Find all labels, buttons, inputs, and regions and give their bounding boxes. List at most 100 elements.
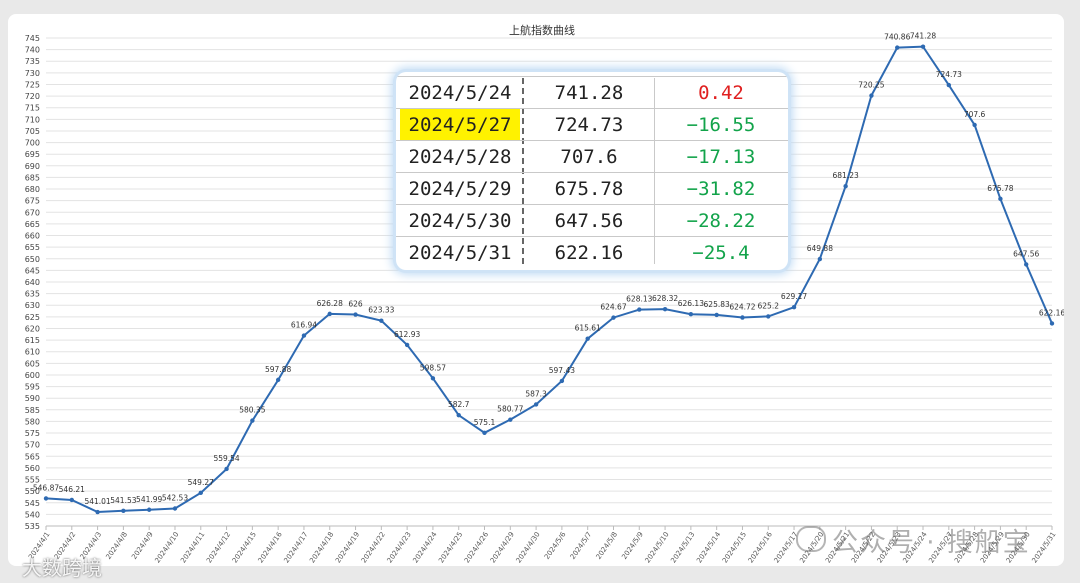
y-tick-label: 705: [25, 127, 40, 136]
data-label: 580.77: [497, 405, 523, 414]
data-label: 624.72: [729, 303, 755, 312]
data-label: 575.1: [474, 418, 496, 427]
change-cell: −28.22: [686, 210, 756, 232]
y-tick-label: 730: [25, 69, 40, 78]
y-tick-label: 630: [25, 301, 40, 310]
x-tick-label: 2024/4/25: [437, 531, 464, 565]
data-label: 720.25: [858, 81, 884, 90]
y-tick-label: 610: [25, 348, 40, 357]
y-tick-label: 685: [25, 173, 40, 182]
data-label: 580.35: [239, 406, 265, 415]
y-axis-ticks: 535 540 545 550 555 560 565 570 575 580 585 590 595 6…: [25, 34, 40, 531]
y-tick-label: 690: [25, 162, 40, 171]
data-label: 612.93: [394, 330, 420, 339]
data-point: [895, 45, 900, 50]
data-point: [353, 312, 358, 317]
data-label: 582.7: [448, 400, 470, 409]
y-tick-label: 600: [25, 371, 40, 380]
data-label: 597.43: [549, 366, 575, 375]
data-point: [869, 93, 874, 98]
data-label: 549.27: [188, 478, 214, 487]
watermark-left: 大数跨境: [22, 552, 102, 581]
data-point: [559, 378, 565, 384]
y-tick-label: 710: [25, 115, 40, 124]
data-point: [198, 490, 203, 496]
table-row: 2024/5/31 622.16 −25.4: [396, 236, 788, 268]
data-point: [146, 507, 152, 512]
data-label: 541.01: [84, 497, 110, 506]
data-point: [456, 412, 461, 418]
x-tick-label: 2024/4/17: [282, 531, 309, 565]
change-cell: −25.4: [692, 242, 750, 264]
y-tick-label: 550: [25, 487, 40, 496]
table-row: 2024/5/29 675.78 −31.82: [396, 172, 788, 204]
data-point: [69, 497, 74, 503]
data-point: [791, 304, 797, 310]
data-point: [972, 122, 977, 128]
x-tick-label: 2024/4/18: [308, 531, 335, 565]
data-label: 559.54: [213, 454, 239, 463]
y-tick-label: 615: [25, 336, 40, 345]
y-tick-label: 695: [25, 150, 40, 159]
data-label: 546.87: [33, 483, 59, 492]
x-tick-label: 2024/4/16: [257, 530, 284, 564]
data-point: [43, 496, 49, 501]
x-tick-label: 2024/5/14: [695, 530, 722, 564]
y-tick-label: 665: [25, 220, 40, 229]
column-divider: [654, 78, 655, 264]
data-label: 597.88: [265, 365, 291, 374]
close-cell: 724.73: [554, 114, 624, 136]
data-label: 625.83: [704, 300, 730, 309]
close-cell: 741.28: [554, 82, 624, 104]
data-point: [404, 342, 410, 348]
data-label: 625.2: [758, 301, 780, 310]
y-tick-label: 680: [25, 185, 40, 194]
data-label: 624.67: [600, 303, 626, 312]
table-row: 2024/5/28 707.6 −17.13: [396, 140, 788, 172]
data-point: [714, 312, 719, 318]
table-row: 2024/5/27 724.73 −16.55: [396, 108, 788, 140]
y-tick-label: 650: [25, 255, 40, 264]
data-point: [817, 256, 823, 262]
y-tick-label: 625: [25, 313, 40, 322]
table-row: 2024/5/30 647.56 −28.22: [396, 204, 788, 236]
data-point: [379, 318, 384, 323]
data-label: 622.16: [1039, 308, 1064, 317]
data-point: [275, 377, 281, 383]
data-point: [121, 508, 126, 514]
y-tick-label: 555: [25, 476, 40, 485]
y-tick-label: 605: [25, 359, 40, 368]
grid: [46, 37, 1052, 527]
y-tick-label: 660: [25, 232, 40, 241]
data-point: [946, 82, 952, 88]
data-point: [585, 336, 590, 341]
y-tick-label: 560: [25, 464, 40, 473]
date-cell: 2024/5/24: [408, 82, 512, 104]
line-chart: 上航指数曲线 535 540 545 550 555 560 565 570 575 580 585…: [25, 23, 1064, 565]
series: [43, 44, 1055, 515]
watermark-right: 公众号 · 搜船宝: [796, 522, 1031, 559]
watermark-left-text: 大数跨境: [22, 556, 102, 580]
change-cell: −17.13: [686, 146, 756, 168]
y-tick-label: 580: [25, 417, 40, 426]
x-tick-label: 2024/5/31: [1030, 531, 1057, 565]
data-label: 675.78: [987, 184, 1013, 193]
data-point: [611, 315, 616, 320]
x-tick-label: 2024/4/15: [231, 531, 258, 565]
date-cell: 2024/5/31: [408, 242, 512, 264]
y-tick-label: 725: [25, 80, 40, 89]
data-label: 647.56: [1013, 249, 1039, 258]
close-cell: 647.56: [554, 210, 624, 232]
dashed-divider: [522, 78, 524, 264]
data-label: 649.88: [807, 244, 833, 253]
data-point: [508, 417, 513, 422]
data-label: 629.17: [781, 292, 807, 301]
close-cell: 622.16: [554, 242, 624, 264]
data-point: [920, 44, 926, 49]
y-tick-label: 545: [25, 499, 40, 508]
data-point: [843, 183, 848, 189]
y-tick-label: 720: [25, 92, 40, 101]
data-point: [637, 307, 642, 312]
x-tick-label: 2024/4/9: [130, 531, 155, 561]
data-label: 724.73: [936, 70, 962, 79]
